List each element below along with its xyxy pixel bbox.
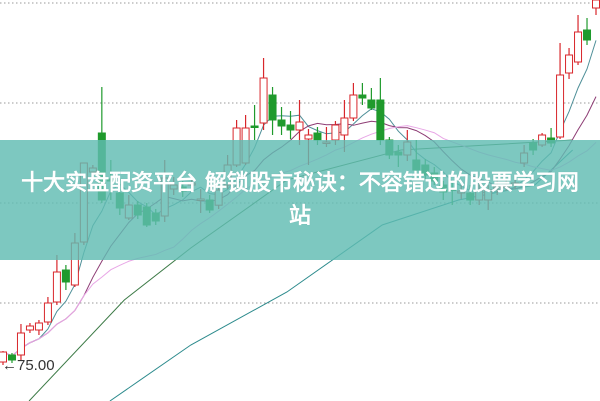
candle-body [583, 29, 592, 41]
candle-body [268, 94, 277, 121]
candle-body [376, 99, 385, 141]
candle-body [61, 269, 70, 283]
candle-body [331, 124, 340, 141]
title-banner: 十大实盘配资平台 解锁股市秘诀：不容错过的股票学习网站 [0, 140, 600, 260]
candle-body [313, 132, 322, 141]
banner-title: 十大实盘配资平台 解锁股市秘诀：不容错过的股票学习网站 [21, 171, 579, 229]
candle-body [16, 332, 25, 356]
candle-body [565, 54, 574, 74]
candle-body [340, 117, 349, 136]
candle-body [349, 94, 358, 119]
candle-body [7, 354, 16, 361]
candle-body [574, 31, 583, 63]
candle-body [556, 74, 565, 138]
candle-body [43, 302, 52, 323]
candle-body [250, 125, 259, 128]
candle-body [304, 134, 313, 140]
candle-body [295, 121, 304, 131]
candle-body [0, 351, 7, 363]
candle-body [286, 124, 295, 131]
candle-body [25, 325, 34, 331]
candle-body [358, 94, 367, 99]
candle-body [367, 99, 376, 109]
candle-body [259, 77, 268, 124]
candle-body [592, 0, 600, 9]
low-price-marker: ←75.00 [2, 357, 55, 374]
candle-body [52, 271, 61, 303]
candle-body [277, 119, 286, 127]
candle-body [34, 322, 43, 331]
